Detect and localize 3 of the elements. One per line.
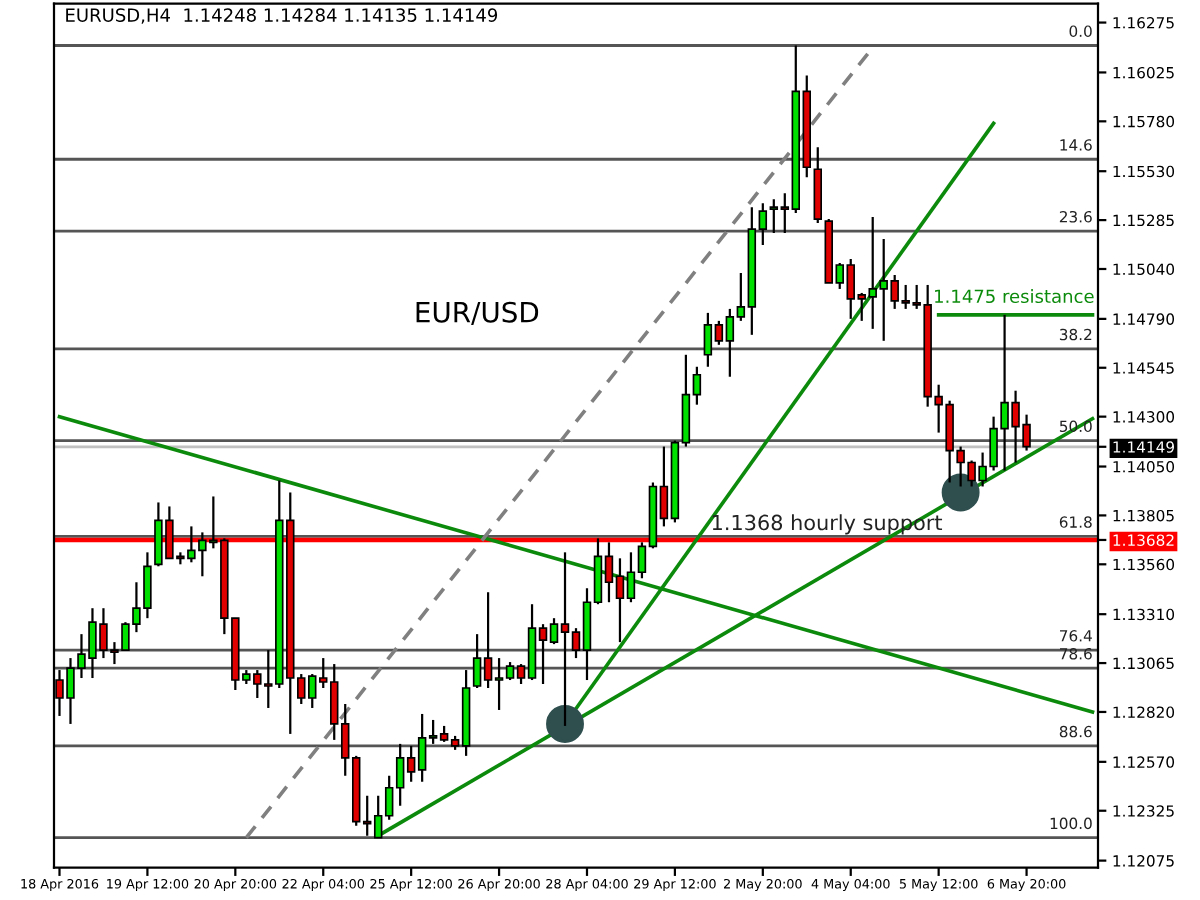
series-label: 1.1475 resistance	[935, 289, 1094, 304]
annotation: EUR/USD	[416, 301, 539, 325]
chart-title: EURUSD,H4 1.14248 1.14284 1.14135 1.14149	[66, 8, 498, 24]
